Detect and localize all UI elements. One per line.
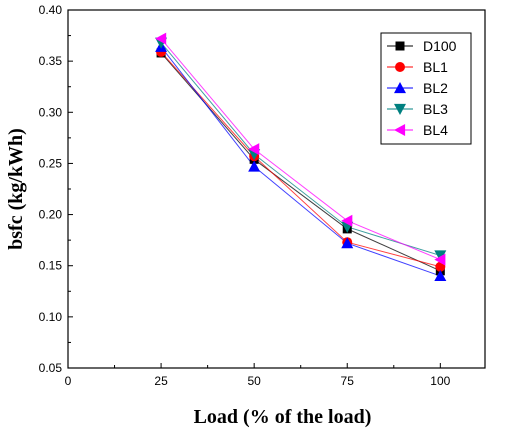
series-line-bl1 bbox=[160, 51, 441, 268]
y-axis-title: bsfc (kg/kWh) bbox=[5, 128, 27, 250]
x-tick-label: 50 bbox=[247, 374, 261, 388]
data-point-bl1 bbox=[435, 261, 446, 272]
series-line-bl4 bbox=[160, 38, 441, 261]
x-tick-labels: 0 25 50 75 100 bbox=[65, 374, 451, 388]
y-tick-label: 0.25 bbox=[39, 156, 63, 170]
data-point-bl4 bbox=[434, 253, 446, 266]
data-point-bl4 bbox=[341, 214, 353, 227]
data-point-bl4 bbox=[248, 143, 260, 156]
y-tick-label: 0.05 bbox=[39, 361, 63, 375]
legend-label-bl3: BL3 bbox=[423, 101, 448, 117]
data-point-bl3 bbox=[434, 250, 447, 262]
x-tick-label: 75 bbox=[341, 374, 355, 388]
x-tick-label: 0 bbox=[65, 374, 72, 388]
data-point-bl4 bbox=[155, 32, 167, 45]
y-tick-label: 0.30 bbox=[39, 105, 63, 119]
series-line-bl2 bbox=[160, 46, 441, 277]
x-tick-label: 25 bbox=[154, 374, 168, 388]
legend-label-bl2: BL2 bbox=[423, 80, 448, 96]
x-tick-label: 100 bbox=[430, 374, 450, 388]
axis-ticks bbox=[67, 9, 441, 369]
series-lines bbox=[160, 38, 441, 277]
y-tick-label: 0.20 bbox=[39, 208, 63, 222]
y-tick-label: 0.40 bbox=[39, 3, 63, 17]
legend-marker-bl3 bbox=[394, 103, 406, 115]
legend-marker-bl2 bbox=[394, 82, 406, 94]
legend-label-bl4: BL4 bbox=[423, 122, 448, 138]
x-axis-title: Load (% of the load) bbox=[194, 406, 372, 428]
legend-marker-bl4 bbox=[394, 124, 406, 136]
series-markers bbox=[155, 32, 447, 282]
y-tick-label: 0.35 bbox=[39, 54, 63, 68]
y-tick-label: 0.15 bbox=[39, 259, 63, 273]
legend-marker-d100 bbox=[395, 41, 405, 51]
data-point-bl2 bbox=[248, 160, 261, 172]
data-point-bl2 bbox=[434, 269, 447, 282]
y-tick-labels: 0.05 0.10 0.15 0.20 0.25 0.30 0.35 0.40 bbox=[39, 3, 63, 375]
data-point-bl2 bbox=[341, 237, 354, 249]
y-tick-label: 0.10 bbox=[39, 310, 63, 324]
legend: D100 BL1 BL2 BL3 BL4 bbox=[380, 32, 472, 145]
legend-label-bl1: BL1 bbox=[423, 59, 448, 75]
legend-label-d100: D100 bbox=[423, 38, 457, 54]
legend-marker-bl1 bbox=[395, 62, 405, 72]
series-line-bl3 bbox=[160, 42, 441, 256]
